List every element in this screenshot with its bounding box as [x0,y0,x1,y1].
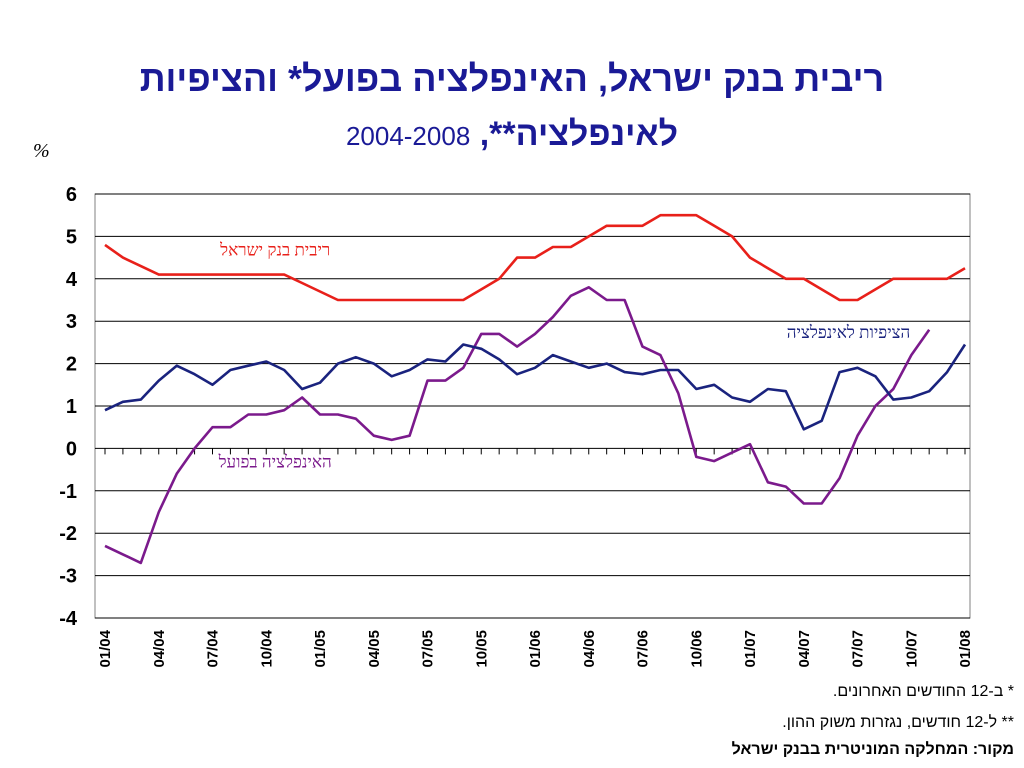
x-tick-label: 07/04 [205,629,222,667]
x-tick-label: 07/06 [635,630,652,668]
x-tick-label: 01/05 [312,630,329,668]
series-line-2 [104,343,967,431]
y-tick-label: 4 [66,269,78,291]
y-tick-label: 5 [66,226,77,248]
chart-title-line1: ריבית בנק ישראל, האינפלציה בפועל* והציפי… [139,58,885,99]
x-tick-label: 10/07 [903,630,920,668]
y-unit-label: % [33,140,50,162]
x-tick-label: 04/06 [581,630,598,668]
series-label-0: ריבית בנק ישראל [219,240,330,259]
x-tick-label: 10/04 [258,629,275,667]
chart-title-line2-text: לאינפלציה**, [479,115,679,153]
y-tick-label: -4 [59,608,78,630]
source-note: מקור: המחלקה המוניטרית בבנק ישראל [731,741,1014,758]
y-tick-label: -3 [59,566,77,588]
x-tick-label: 07/07 [850,630,867,668]
series-label-1: הציפיות לאינפלציה [787,323,911,342]
y-tick-label: -1 [59,481,77,503]
line-chart: 6 5 4 3 2 1 0 -1 -2 -3 -4 01/04 04/04 07/04 10/04 01/05… [59,184,974,668]
x-tick-label: 01/06 [527,630,544,668]
x-tick-label: 04/04 [151,629,168,667]
x-tick-label: 01/04 [97,629,114,667]
x-tick-label: 01/08 [957,630,974,668]
y-tick-label: 0 [66,438,77,460]
y-tick-label: 2 [66,354,77,376]
x-tick-label: 01/07 [742,630,759,668]
x-tick-label: 10/05 [473,630,490,668]
chart-title-years: 2004-2008 [345,121,471,151]
series-label-2: האינפלציה בפועל [218,452,332,471]
x-tick-label: 04/05 [366,630,383,668]
footnote-expectations: ** ל-12 חודשים, נגזרות משוק ההון. [782,714,1014,731]
x-tick-label: 07/05 [420,630,437,668]
series-line-1 [104,285,931,565]
y-tick-label: 3 [66,311,77,333]
footnote-actual-inflation: * ב-12 החודשים האחרונים. [832,683,1014,700]
chart-title-line2: לאינפלציה**, 2004-2008 [0,115,1024,154]
y-tick-label: 1 [66,396,77,418]
x-tick-label: 04/07 [796,630,813,668]
y-tick-label: 6 [66,184,77,206]
y-tick-label: -2 [59,523,77,545]
series-line-0 [104,213,966,302]
x-tick-label: 10/06 [688,630,705,668]
